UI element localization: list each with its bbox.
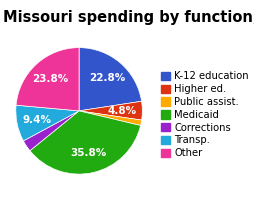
Wedge shape bbox=[16, 105, 79, 141]
Text: 9.4%: 9.4% bbox=[22, 114, 51, 125]
Wedge shape bbox=[16, 48, 79, 111]
Text: 22.8%: 22.8% bbox=[89, 73, 125, 83]
Wedge shape bbox=[30, 111, 140, 174]
Wedge shape bbox=[79, 48, 141, 111]
Wedge shape bbox=[79, 111, 141, 126]
Legend: K-12 education, Higher ed., Public assist., Medicaid, Corrections, Transp., Othe: K-12 education, Higher ed., Public assis… bbox=[160, 70, 249, 159]
Text: 35.8%: 35.8% bbox=[70, 148, 106, 158]
Wedge shape bbox=[79, 101, 142, 120]
Text: Missouri spending by function, FY 2013: Missouri spending by function, FY 2013 bbox=[3, 10, 254, 25]
Wedge shape bbox=[23, 111, 79, 151]
Text: 4.8%: 4.8% bbox=[107, 106, 136, 116]
Text: 23.8%: 23.8% bbox=[32, 74, 68, 84]
